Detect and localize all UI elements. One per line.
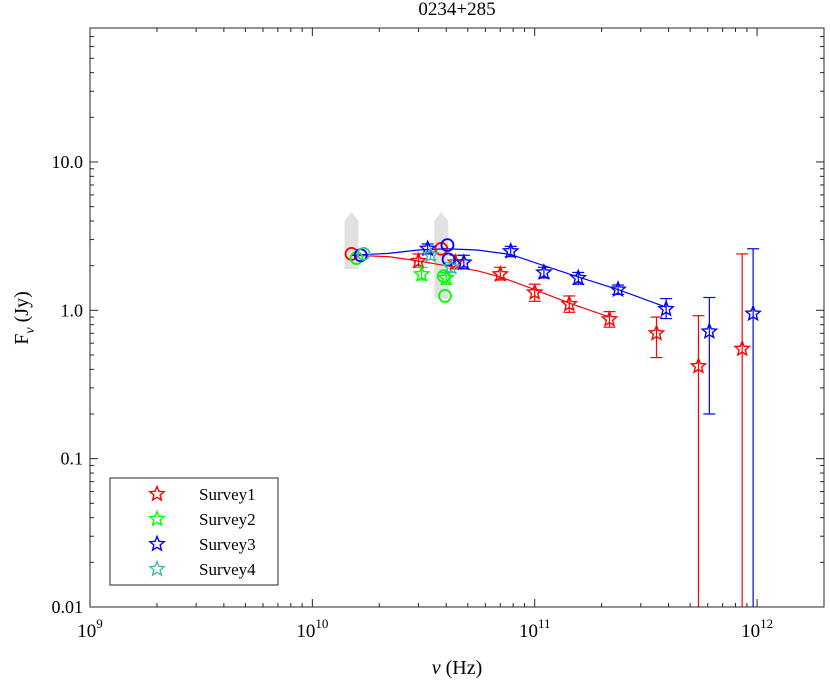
data-point-circle-survey3 [441, 252, 456, 267]
chart-title: 0234+285 [418, 0, 495, 20]
x-tick-label-exponent: 11 [538, 616, 551, 631]
x-tick-label-base: 10 [519, 621, 538, 642]
data-point-star-survey1 [409, 251, 428, 269]
y-axis-label: Fν (Jy) [11, 291, 38, 344]
error-bars [412, 243, 760, 607]
data-point-star-survey1 [733, 339, 752, 357]
x-tick-label-exponent: 10 [315, 616, 328, 631]
data-point-star-survey2 [412, 264, 431, 282]
legend-marker-survey2 [148, 509, 166, 527]
legend-marker-survey1 [148, 484, 166, 502]
fit-line-survey1 [351, 254, 610, 318]
legend: Survey1 Survey2 Survey3 Survey4 [109, 477, 279, 586]
y-tick-label: 1.0 [61, 300, 84, 320]
data-point-star-survey1 [647, 323, 666, 341]
data-point-circle-survey2 [438, 289, 452, 303]
x-tick-label: 109 [77, 616, 103, 642]
data-point-star-survey1 [525, 283, 544, 301]
x-tick-label-base: 10 [296, 621, 315, 642]
data-point-circle-survey2 [436, 269, 451, 284]
x-tick-label-base: 10 [77, 621, 96, 642]
legend-marker-survey3 [148, 534, 166, 552]
x-tick-label: 1012 [741, 616, 773, 642]
data-point-star-survey3 [569, 268, 588, 286]
y-axis-label-sub: ν [23, 327, 38, 334]
data-point-star-survey1 [689, 356, 708, 374]
x-tick-label: 1010 [296, 616, 328, 642]
y-axis-label-unit: (Jy) [11, 291, 33, 327]
x-tick-label-base: 10 [741, 621, 760, 642]
data-points [344, 238, 763, 374]
data-point-star-survey3 [454, 253, 473, 271]
data-point-star-survey1 [600, 309, 619, 327]
data-point-star-survey1 [560, 294, 579, 312]
y-tick-label: 0.1 [61, 449, 84, 469]
x-axis-label-symbol: ν [432, 657, 441, 679]
x-tick-label: 1011 [519, 616, 551, 642]
legend-label-survey2: Survey2 [199, 510, 256, 529]
legend-label-survey3: Survey3 [199, 535, 256, 554]
fit-lines [351, 248, 667, 318]
data-point-star-survey3 [744, 304, 763, 322]
data-point-star-survey3 [657, 299, 676, 317]
data-point-star-survey3 [534, 263, 553, 281]
x-tick-label-exponent: 9 [96, 616, 103, 631]
data-point-star-survey4 [442, 257, 460, 275]
data-point-circle-survey3 [440, 238, 455, 253]
data-point-star-survey3 [609, 280, 627, 298]
data-point-star-survey1 [491, 264, 510, 282]
x-axis-label: ν (Hz) [432, 657, 483, 679]
y-axis-label-main: F [11, 334, 33, 345]
legend-label-survey1: Survey1 [199, 485, 256, 504]
legend-box [109, 477, 279, 586]
y-tick-label: 0.01 [52, 597, 84, 617]
y-tick-label: 10.0 [52, 152, 84, 172]
data-point-star-survey3 [501, 241, 520, 259]
legend-marker-survey4 [148, 559, 166, 577]
fit-line-survey3 [351, 248, 667, 308]
x-axis-label-unit: (Hz) [441, 657, 483, 679]
data-point-star-survey4 [421, 245, 440, 263]
data-point-star-survey3 [700, 322, 719, 340]
legend-label-survey4: Survey4 [199, 560, 256, 579]
data-point-circle-survey4 [356, 247, 371, 261]
x-tick-label-exponent: 12 [760, 616, 773, 631]
